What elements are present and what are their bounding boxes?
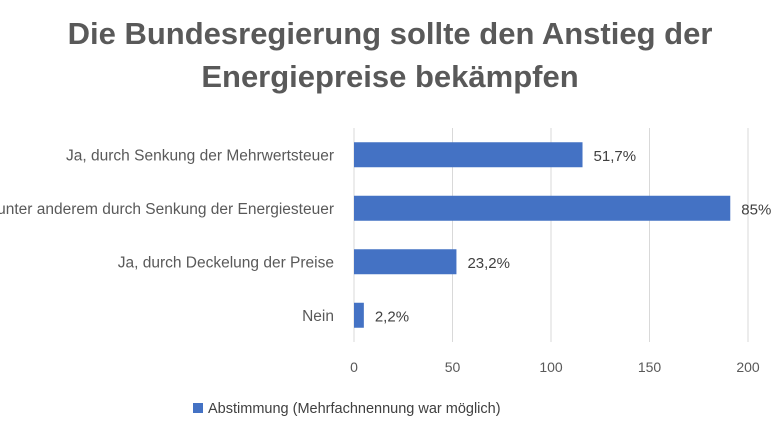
chart-title: Die Bundesregierung sollte den Anstieg d… xyxy=(0,12,780,98)
data-label: 51,7% xyxy=(594,148,637,165)
bar xyxy=(354,302,364,328)
data-label: 2,2% xyxy=(375,308,409,325)
category-label: Ja, durch Deckelung der Preise xyxy=(118,254,334,271)
chart-title-line-2: Energiepreise bekämpfen xyxy=(201,59,579,94)
x-tick-label: 50 xyxy=(445,359,461,375)
category-label: Ja, unter anderem durch Senkung der Ener… xyxy=(0,201,334,218)
bar xyxy=(354,142,583,168)
data-label: 23,2% xyxy=(467,255,510,272)
legend: Abstimmung (Mehrfachnennung war möglich) xyxy=(193,401,501,417)
bars xyxy=(354,142,731,328)
x-tick-label: 0 xyxy=(350,359,358,375)
x-tick-label: 200 xyxy=(736,359,760,375)
legend-swatch xyxy=(193,403,203,413)
bar xyxy=(354,195,731,221)
chart-title-line-1: Die Bundesregierung sollte den Anstieg d… xyxy=(67,16,713,51)
category-label: Nein xyxy=(302,308,334,325)
legend-label: Abstimmung (Mehrfachnennung war möglich) xyxy=(208,401,501,417)
category-label: Ja, durch Senkung der Mehrwertsteuer xyxy=(66,147,334,164)
bar xyxy=(354,249,457,275)
data-labels: 51,7% 85% 23,2% 2,2% xyxy=(375,148,771,326)
x-tick-label: 100 xyxy=(539,359,563,375)
x-axis-tick-labels: 0 50 100 150 200 xyxy=(350,359,760,375)
x-tick-label: 150 xyxy=(638,359,662,375)
data-label: 85% xyxy=(741,201,771,218)
category-labels: Ja, durch Senkung der Mehrwertsteuer Ja, … xyxy=(0,147,334,325)
